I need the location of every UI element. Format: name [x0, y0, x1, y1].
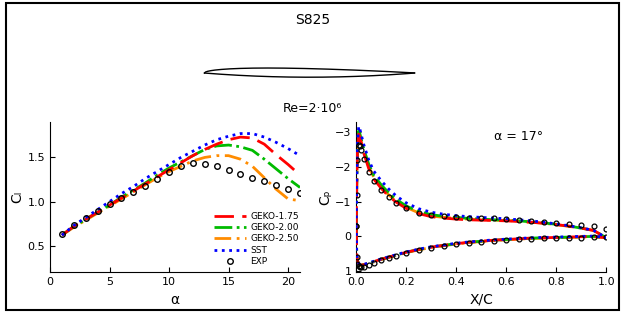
Text: α = 17°: α = 17°	[494, 130, 543, 143]
Polygon shape	[204, 68, 414, 77]
Legend: GEKO-1.75, GEKO-2.00, GEKO-2.50, SST, EXP: GEKO-1.75, GEKO-2.00, GEKO-2.50, SST, EX…	[212, 210, 301, 268]
X-axis label: α: α	[171, 293, 179, 307]
Text: S825: S825	[295, 13, 330, 27]
Y-axis label: Cₗ: Cₗ	[11, 191, 25, 203]
X-axis label: X/C: X/C	[469, 293, 493, 307]
Y-axis label: Cₚ: Cₚ	[318, 189, 332, 205]
Text: Re=2·10⁶: Re=2·10⁶	[283, 102, 342, 115]
